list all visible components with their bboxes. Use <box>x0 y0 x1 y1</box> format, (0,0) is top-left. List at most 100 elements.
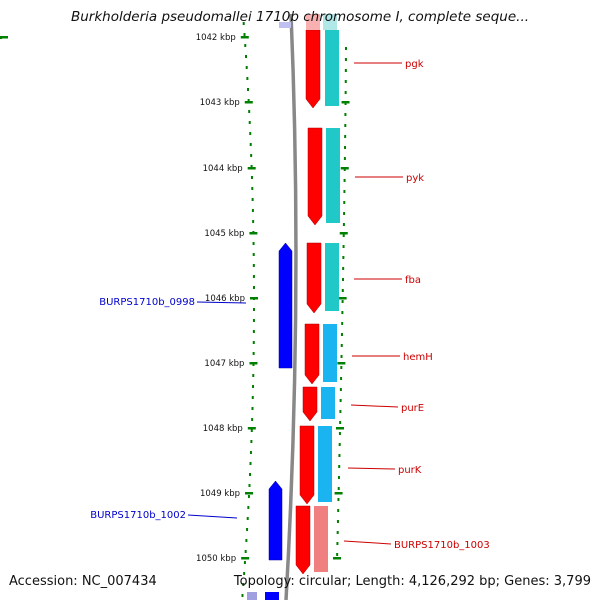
gene-label-pgk[interactable]: pgk <box>405 59 424 70</box>
accession-text: Accession: NC_007434 <box>9 574 157 589</box>
right-ruler-tick <box>339 232 348 235</box>
forward-gene-arrow[interactable] <box>304 323 320 385</box>
right-ruler-dot <box>338 432 341 435</box>
ruler-dot <box>249 132 252 135</box>
ruler-major-tick <box>249 362 258 365</box>
ruler-dot <box>244 44 247 47</box>
ruler-tick-label: 1043 kbp <box>200 98 240 108</box>
gene-category-bar <box>318 426 332 502</box>
right-ruler-dot <box>340 366 343 369</box>
ruler-major-tick <box>247 427 256 430</box>
ruler-dot <box>252 253 255 256</box>
ruler-dot <box>242 583 245 586</box>
ruler-dot <box>252 308 255 311</box>
right-ruler-tick <box>333 557 342 560</box>
ruler-dot <box>241 594 244 597</box>
right-ruler-dot <box>344 146 347 149</box>
ruler-dot <box>243 561 246 564</box>
ruler-tick-label: 1048 kbp <box>203 424 243 434</box>
gene-category-bar <box>321 387 335 419</box>
right-ruler-dot <box>337 487 340 490</box>
ruler-dot <box>252 264 255 267</box>
ruler-dot <box>252 275 255 278</box>
right-ruler-dot <box>336 531 339 534</box>
ruler-dot <box>246 517 249 520</box>
ruler-major-tick <box>244 101 253 104</box>
ruler-dot <box>244 55 247 58</box>
right-ruler-tick <box>341 101 350 104</box>
ruler-dot <box>245 539 248 542</box>
ruler-dot <box>244 550 247 553</box>
right-ruler-dot <box>341 300 344 303</box>
forward-gene-arrow[interactable] <box>302 386 318 422</box>
gene-label-burps1710b_0998[interactable]: BURPS1710b_0998 <box>99 297 195 308</box>
label-leader-line <box>187 514 238 519</box>
ruler-dot <box>251 198 254 201</box>
ruler-dot <box>247 99 250 102</box>
gene-label-fba[interactable]: fba <box>405 275 421 286</box>
right-ruler-dot <box>343 179 346 182</box>
right-ruler-dot <box>338 465 341 468</box>
label-leader-line <box>343 540 392 545</box>
gene-label-burps1710b_1002[interactable]: BURPS1710b_1002 <box>90 510 186 521</box>
right-ruler-dot <box>339 421 342 424</box>
ruler-major-tick <box>249 232 258 235</box>
ruler-dot <box>252 319 255 322</box>
right-ruler-dot <box>344 135 347 138</box>
ruler-dot <box>251 209 254 212</box>
gene-label-pure[interactable]: purE <box>401 403 424 414</box>
forward-gene-arrow[interactable] <box>299 425 315 505</box>
chromosome-line <box>284 13 298 600</box>
right-ruler-dot <box>342 256 345 259</box>
forward-gene-arrow[interactable] <box>306 242 322 314</box>
right-ruler <box>0 36 350 560</box>
right-ruler-tick <box>336 427 345 430</box>
label-leader-line <box>350 404 399 408</box>
right-ruler-dot <box>341 278 344 281</box>
right-ruler-dot <box>344 80 347 83</box>
right-ruler-dot <box>340 333 343 336</box>
ruler-dot <box>251 396 254 399</box>
ruler-dot <box>249 462 252 465</box>
gene-label-purk[interactable]: purK <box>398 465 422 476</box>
label-leader-line <box>347 467 396 470</box>
ruler-dot <box>250 429 253 432</box>
right-ruler-tick <box>340 167 349 170</box>
forward-gene-arrow[interactable] <box>305 29 321 109</box>
ruler-major-tick <box>241 557 250 560</box>
ruler-dot <box>250 176 253 179</box>
right-ruler-dot <box>339 388 342 391</box>
ruler-tick-label: 1044 kbp <box>203 164 243 174</box>
gene-label-hemh[interactable]: hemH <box>403 352 433 363</box>
ruler-dot <box>246 528 249 531</box>
right-ruler-dot <box>341 311 344 314</box>
ruler-tick-label: 1047 kbp <box>204 359 244 369</box>
forward-gene-arrow[interactable] <box>307 127 323 226</box>
ruler-dot <box>252 385 255 388</box>
right-ruler-dot <box>344 124 347 127</box>
right-ruler-dot <box>343 190 346 193</box>
gene-label-pyk[interactable]: pyk <box>406 173 424 184</box>
ruler-major-tick <box>249 297 258 300</box>
ruler-dot <box>252 330 255 333</box>
ruler-tick-label: 1045 kbp <box>204 229 244 239</box>
gene-label-burps1710b_1003[interactable]: BURPS1710b_1003 <box>394 540 490 551</box>
ruler-major-tick <box>245 492 254 495</box>
right-ruler-dot <box>336 553 339 556</box>
ruler-tick-label: 1050 kbp <box>196 554 236 564</box>
right-ruler-dot <box>344 113 347 116</box>
forward-gene-arrow[interactable] <box>295 505 311 575</box>
ruler-tick-label: 1049 kbp <box>200 489 240 499</box>
right-ruler-dot <box>342 267 345 270</box>
reverse-gene-arrow[interactable] <box>278 242 293 369</box>
ruler-dot <box>247 506 250 509</box>
right-ruler-dot <box>343 201 346 204</box>
partial-gene <box>279 22 291 28</box>
partial-gene <box>247 592 257 600</box>
ruler-dot <box>242 22 245 25</box>
ruler-major-tick <box>247 167 256 170</box>
reverse-gene-arrow[interactable] <box>268 480 283 561</box>
right-ruler-dot <box>342 234 345 237</box>
right-ruler-dot <box>338 454 341 457</box>
